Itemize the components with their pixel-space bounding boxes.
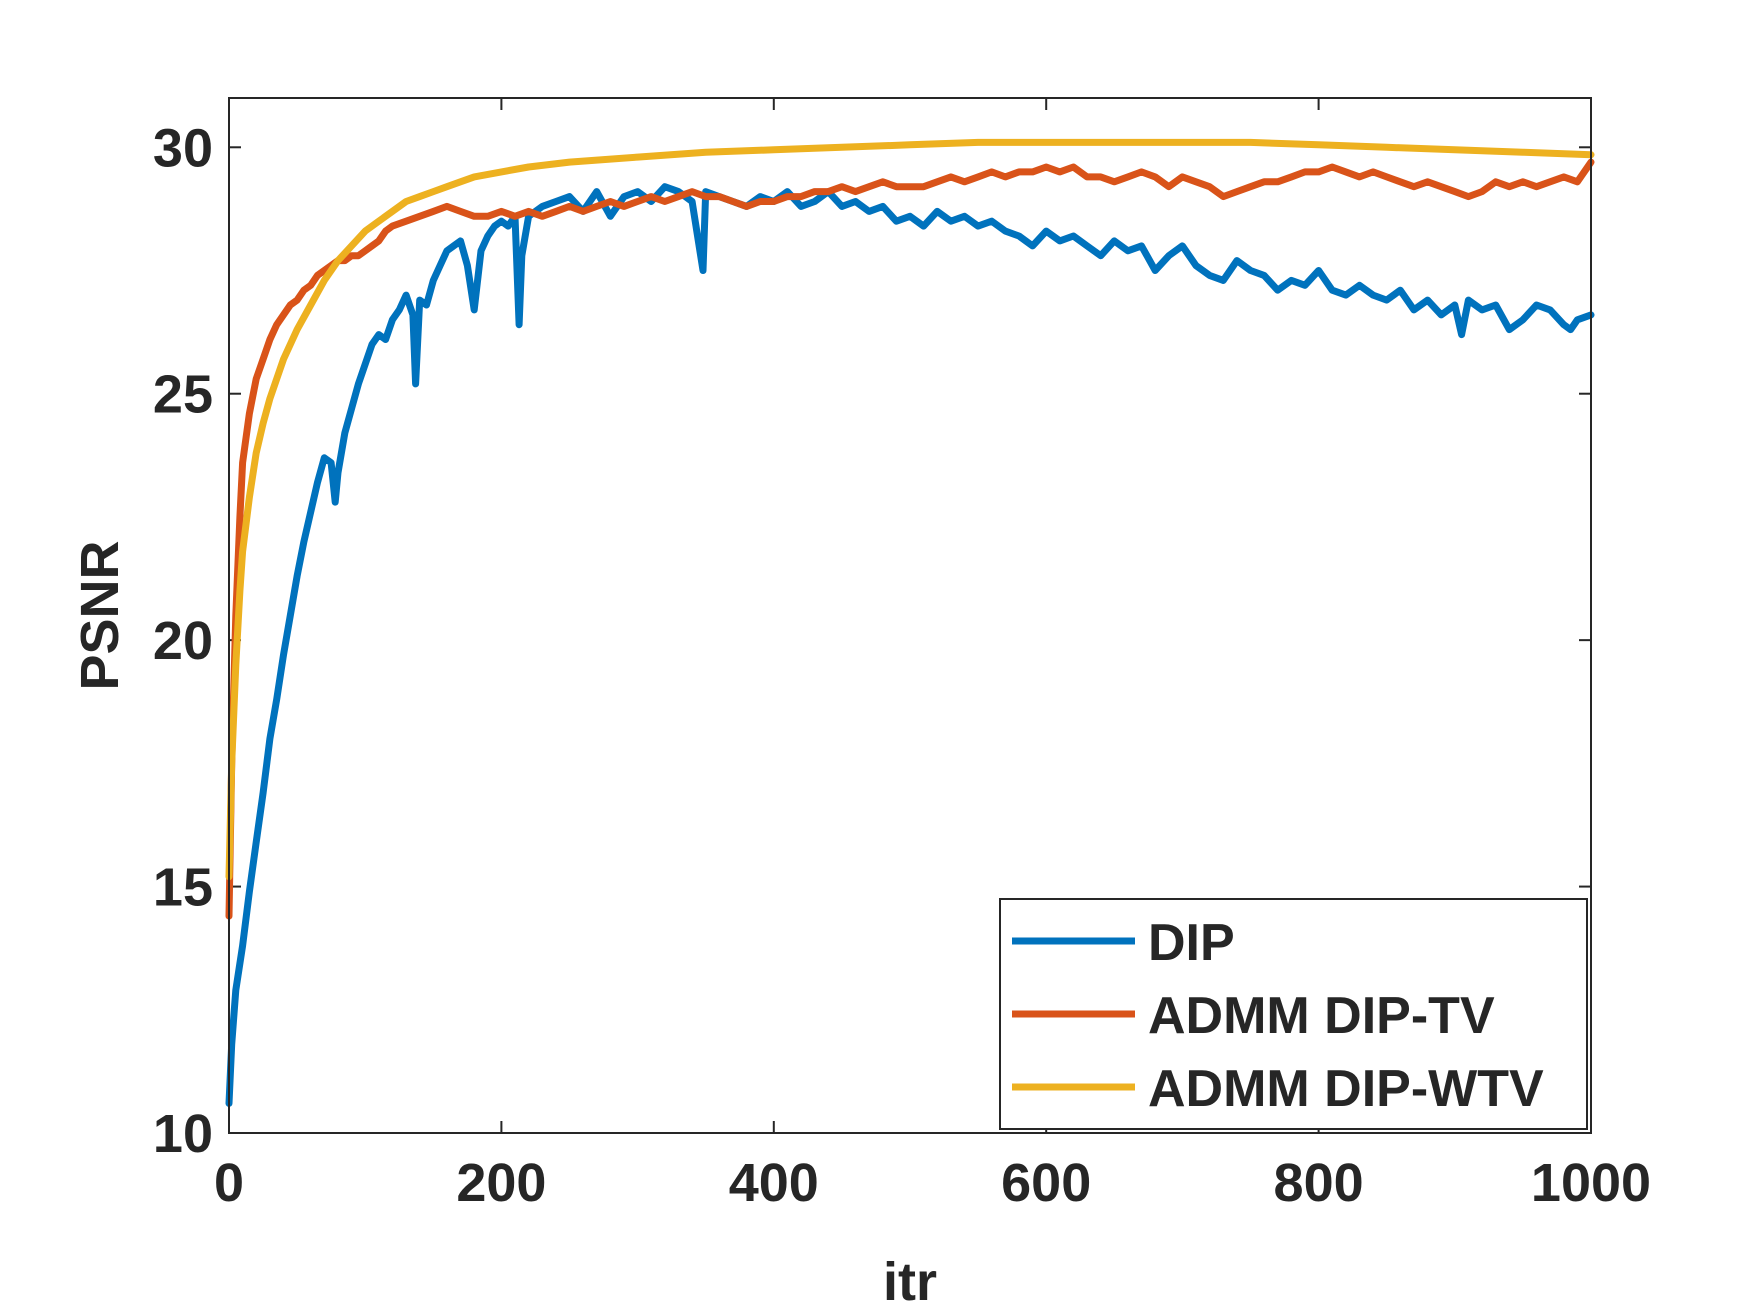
y-tick-label: 25 [153,365,213,425]
x-tick-label: 800 [1274,1153,1364,1213]
series-line-admm-dip-wtv [225,138,1595,881]
legend-label: DIP [1148,914,1235,972]
y-tick-label: 30 [153,118,213,178]
legend: DIP ADMM DIP-TV ADMM DIP-WTV [999,898,1588,1130]
x-tick-label: 200 [456,1153,546,1213]
legend-label: ADMM DIP-WTV [1148,1060,1544,1118]
y-tick-label: 10 [153,1104,213,1164]
x-tick-label: 1000 [1531,1153,1651,1213]
series-line-admm-dip-tv [225,158,1595,920]
legend-label: ADMM DIP-TV [1148,987,1495,1045]
axes-box [228,97,1592,1134]
series-layer [225,138,1595,1107]
y-tick-label: 15 [153,858,213,918]
y-axis-label: PSNR [70,540,130,690]
y-tick-label: 20 [153,611,213,671]
x-tick-label: 600 [1001,1153,1091,1213]
tick-labels: 0 200 400 600 800 1000 10 15 20 25 30 [153,118,1651,1213]
x-axis-label: itr [883,1252,937,1312]
x-tick-label: 0 [214,1153,244,1213]
x-tick-label: 400 [729,1153,819,1213]
